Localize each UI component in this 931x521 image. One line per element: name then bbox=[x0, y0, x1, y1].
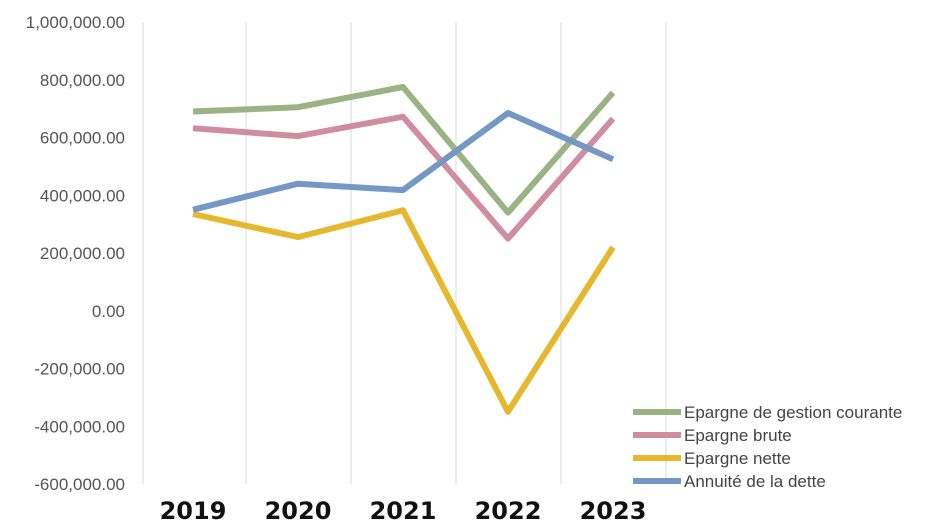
y-tick-label: 1,000,000.00 bbox=[26, 13, 125, 32]
x-tick-label: 2021 bbox=[370, 497, 437, 521]
x-tick-label: 2023 bbox=[580, 497, 647, 521]
series-line-0 bbox=[192, 84, 616, 216]
x-tick-label: 2022 bbox=[475, 497, 542, 521]
series-line-2 bbox=[192, 207, 616, 415]
legend-label-3: Annuité de la dette bbox=[684, 472, 826, 491]
y-tick-label: -600,000.00 bbox=[34, 475, 125, 494]
legend-label-1: Epargne brute bbox=[684, 426, 792, 445]
series-line-1 bbox=[192, 113, 616, 242]
series-lines bbox=[192, 84, 616, 415]
legend-label-0: Epargne de gestion courante bbox=[684, 403, 902, 422]
y-tick-label: -400,000.00 bbox=[34, 417, 125, 436]
x-axis-ticks: 2019 2020 2021 2022 2023 bbox=[160, 497, 647, 521]
legend: Epargne de gestion courante Epargne brute… bbox=[633, 403, 902, 491]
x-tick-label: 2019 bbox=[160, 497, 227, 521]
y-tick-label: 0.00 bbox=[92, 302, 125, 321]
legend-label-2: Epargne nette bbox=[684, 449, 791, 468]
y-axis-ticks: -600,000.00 -400,000.00 -200,000.00 0.00 200… bbox=[26, 13, 125, 494]
y-tick-label: 600,000.00 bbox=[40, 129, 125, 148]
series-line-3 bbox=[192, 110, 615, 213]
x-tick-label: 2020 bbox=[265, 497, 332, 521]
y-tick-label: 200,000.00 bbox=[40, 244, 125, 263]
y-tick-label: 800,000.00 bbox=[40, 71, 125, 90]
y-tick-label: -200,000.00 bbox=[34, 360, 125, 379]
y-tick-label: 400,000.00 bbox=[40, 186, 125, 205]
